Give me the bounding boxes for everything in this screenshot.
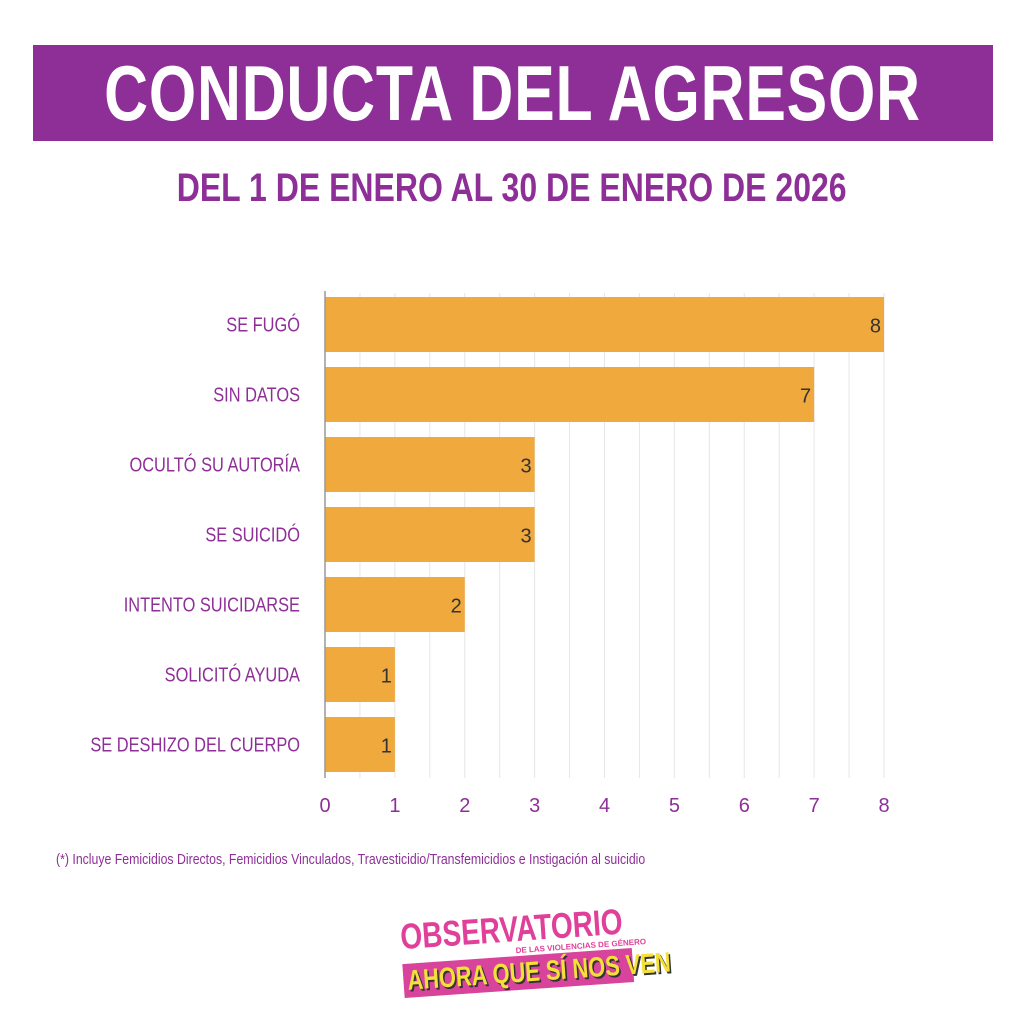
data-label: 3: [521, 526, 532, 548]
x-tick-label: 1: [389, 795, 400, 817]
category-label: SIN DATOS: [213, 383, 300, 406]
category-label: SE FUGÓ: [226, 313, 300, 336]
data-label: 1: [381, 736, 392, 758]
category-label: INTENTO SUICIDARSE: [124, 593, 300, 616]
x-tick-label: 7: [809, 795, 820, 817]
bar: [325, 717, 395, 772]
category-label: SE SUICIDÓ: [205, 523, 300, 546]
bar: [325, 647, 395, 702]
data-label: 8: [870, 316, 881, 338]
x-tick-label: 5: [669, 795, 680, 817]
chart-title: CONDUCTA DEL AGRESOR: [104, 48, 922, 137]
category-label: OCULTÓ SU AUTORÍA: [129, 453, 300, 476]
bar-chart: SE FUGÓ 8 SIN DATOS 7 OCULTÓ SU AUTORÍA 3 SE S…: [90, 291, 890, 817]
x-tick-label: 8: [878, 795, 889, 817]
data-label: 1: [381, 666, 392, 688]
bar: [325, 577, 465, 632]
x-tick-label: 3: [529, 795, 540, 817]
x-tick-label: 2: [459, 795, 470, 817]
data-label: 7: [800, 386, 811, 408]
bar: [325, 507, 535, 562]
data-label: 3: [521, 456, 532, 478]
category-label: SOLICITÓ AYUDA: [165, 663, 301, 686]
x-tick-label: 4: [599, 795, 610, 817]
x-tick-label: 0: [319, 795, 330, 817]
observatorio-logo: OBSERVATORIO DE LAS VIOLENCIAS DE GÉNERO…: [395, 900, 672, 1012]
x-tick-label: 6: [739, 795, 750, 817]
data-label: 2: [451, 596, 462, 618]
chart-subtitle: DEL 1 DE ENERO AL 30 DE ENERO DE 2026: [177, 166, 847, 210]
bar: [325, 437, 535, 492]
footnote: (*) Incluye Femicidios Directos, Femicid…: [56, 851, 646, 868]
bar: [325, 297, 884, 352]
title-banner: CONDUCTA DEL AGRESOR: [33, 45, 993, 141]
bar: [325, 367, 815, 422]
category-label: SE DESHIZO DEL CUERPO: [90, 733, 300, 756]
